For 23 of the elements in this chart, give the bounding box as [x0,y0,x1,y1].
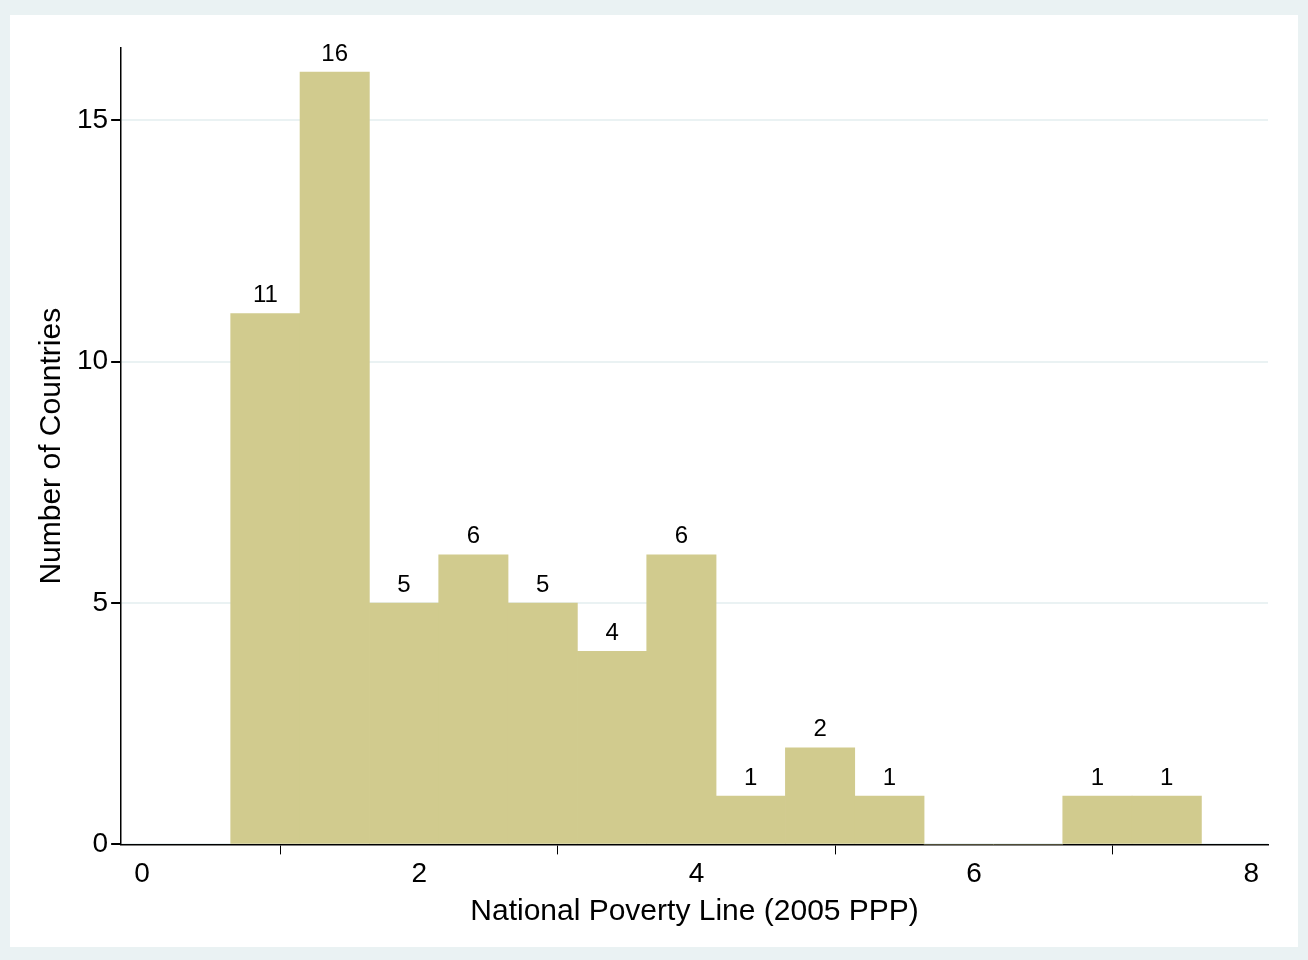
x-tick-label: 4 [688,856,705,888]
data-label: 2 [813,714,827,742]
y-tick-label: 15 [76,103,109,135]
y-axis-title: Number of Countries [33,307,67,585]
x-tick-label: 8 [1243,856,1260,888]
data-label: 4 [605,617,619,645]
data-label: 6 [674,521,689,549]
data-label: 5 [536,569,550,597]
data-label: 11 [252,280,278,308]
data-label: 16 [321,38,349,66]
y-tick-label: 10 [76,344,109,376]
x-axis-title: National Poverty Line (2005 PPP) [470,893,919,927]
x-tick-label: 2 [411,856,428,888]
y-tick-label: 0 [92,827,109,859]
data-label: 1 [1160,762,1174,790]
y-tick-label: 5 [92,585,109,617]
data-label: 5 [397,569,411,597]
x-tick-label: 6 [966,856,982,888]
data-label: 1 [1090,762,1105,790]
data-label: 1 [744,762,758,790]
data-label: 6 [466,521,481,549]
x-tick-label: 0 [134,856,150,888]
data-label: 1 [882,762,897,790]
